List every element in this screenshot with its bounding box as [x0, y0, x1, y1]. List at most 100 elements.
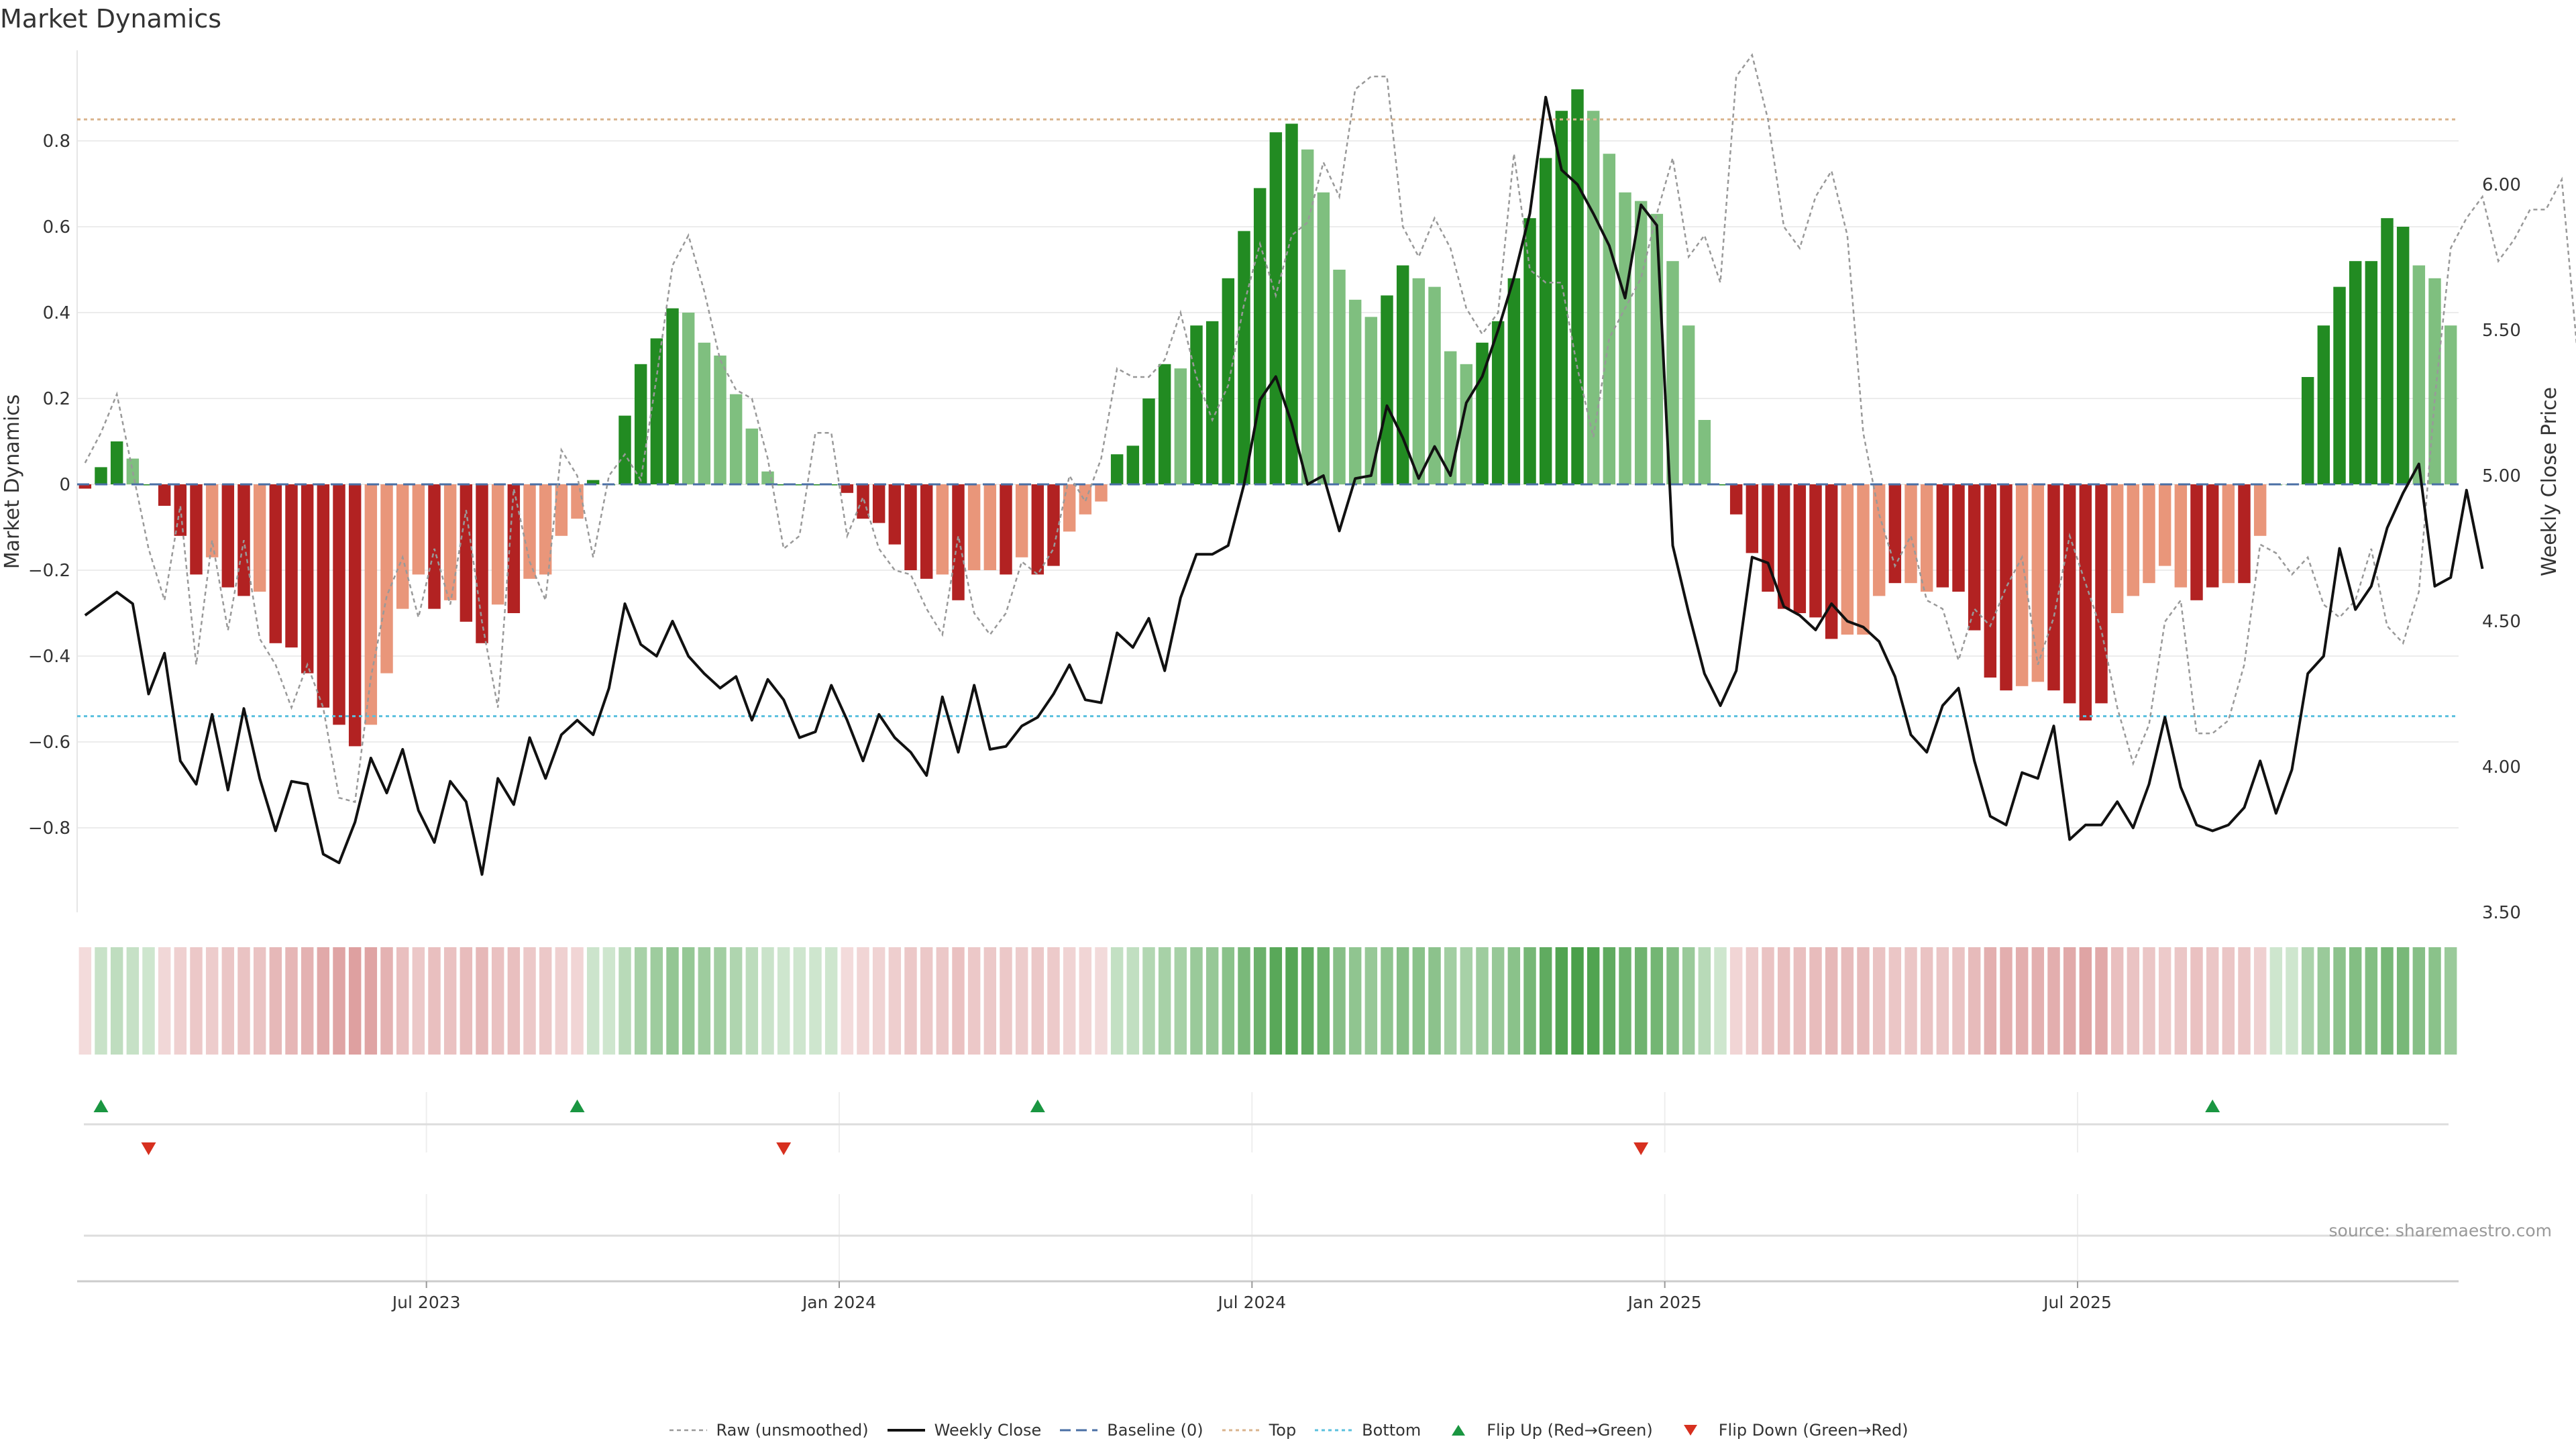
strength-cell [1729, 947, 1743, 1055]
strength-cell [555, 947, 568, 1055]
strength-cell [2349, 947, 2362, 1055]
strength-cell [2000, 947, 2012, 1055]
strength-cell [761, 947, 774, 1055]
dynamics-bar [1619, 192, 1631, 484]
dynamics-bar [205, 484, 219, 557]
dynamics-bar [761, 471, 774, 484]
dynamics-bar [1952, 484, 1965, 592]
strength-cell [1984, 947, 1997, 1055]
x-tick-label: Jul 2023 [391, 1293, 461, 1312]
strength-cell [1841, 947, 1854, 1055]
dynamics-bar [2110, 484, 2124, 613]
strength-cell [1238, 947, 1250, 1055]
dynamics-bar [714, 356, 727, 484]
strength-cell [317, 947, 330, 1055]
strength-cell [2015, 947, 2029, 1055]
strength-cell [1698, 947, 1711, 1055]
dynamics-bar [1872, 484, 1886, 596]
strength-cell [1571, 947, 1584, 1055]
dynamics-bar [682, 313, 695, 484]
dynamics-bar [1793, 484, 1807, 613]
legend-item: Bottom [1313, 1421, 1421, 1440]
strength-cell [602, 947, 616, 1055]
dynamics-bar [507, 484, 521, 613]
dynamics-bar [888, 484, 902, 545]
dynamics-bar [2317, 325, 2330, 484]
strength-cell [1031, 947, 1044, 1055]
strength-cell [237, 947, 250, 1055]
strength-cell [983, 947, 997, 1055]
dynamics-bar [2031, 484, 2045, 682]
strength-cell [78, 947, 92, 1055]
strength-cell [1476, 947, 1489, 1055]
dynamics-bar [1364, 317, 1378, 484]
dynamics-bar [2412, 265, 2426, 484]
strength-cell [2381, 947, 2394, 1055]
y2-axis-label: Weekly Close Price [2538, 387, 2561, 576]
dynamics-bar [428, 484, 441, 609]
strength-cell [745, 947, 759, 1055]
strength-cell [396, 947, 409, 1055]
dynamics-bar [1746, 484, 1759, 553]
strength-cell [1714, 947, 1727, 1055]
dynamics-bar [190, 484, 203, 575]
y-tick-label: −0.2 [28, 561, 70, 581]
strength-cell [1634, 947, 1648, 1055]
strength-cell [158, 947, 171, 1055]
dynamics-bar [2047, 484, 2060, 691]
dynamics-bar [555, 484, 568, 536]
dynamics-bar [333, 484, 345, 725]
dynamics-bar [1428, 286, 1441, 484]
strength-cell [1460, 947, 1473, 1055]
strength-cell [1412, 947, 1426, 1055]
dynamics-bar [1253, 188, 1267, 484]
x-tick-label: Jul 2025 [2042, 1293, 2112, 1312]
dynamics-bar [1142, 398, 1155, 484]
dynamics-bar [1317, 192, 1330, 484]
dynamics-bar [1222, 278, 1235, 484]
dynamics-bar [348, 484, 362, 747]
strength-cell [1491, 947, 1505, 1055]
dynamics-bar [1381, 295, 1393, 484]
strength-cell [1555, 947, 1568, 1055]
dynamics-bar [2127, 484, 2140, 596]
strength-cell [1507, 947, 1521, 1055]
dynamics-bar [809, 484, 822, 486]
strength-cell [1110, 947, 1124, 1055]
dynamics-bar [364, 484, 378, 725]
dynamics-bar [1047, 484, 1060, 566]
strength-cell [682, 947, 695, 1055]
strength-cell [2301, 947, 2314, 1055]
legend-item: Baseline (0) [1059, 1421, 1203, 1440]
strength-cell [1396, 947, 1409, 1055]
dynamics-bar [476, 484, 488, 643]
dynamics-bar [1158, 364, 1171, 484]
dynamics-bar [2206, 484, 2219, 588]
strength-cell [904, 947, 917, 1055]
dynamics-bar [2143, 484, 2155, 584]
dynamics-bar [2396, 227, 2410, 484]
dynamics-bar [1571, 89, 1584, 484]
strength-cell [110, 947, 123, 1055]
strength-cell [523, 947, 536, 1055]
dynamics-bar [1348, 299, 1362, 484]
legend-key [1315, 1429, 1353, 1432]
strength-cell [1872, 947, 1886, 1055]
strength-cell [1857, 947, 1870, 1055]
legend-label: Raw (unsmoothed) [716, 1421, 869, 1440]
dynamics-bar [1650, 213, 1664, 484]
strength-cell [571, 947, 584, 1055]
dynamics-bar [1031, 484, 1044, 575]
strength-cell [1142, 947, 1155, 1055]
dynamics-bar [1412, 278, 1426, 484]
strength-cell [2190, 947, 2203, 1055]
legend-key [1222, 1429, 1260, 1432]
dynamics-bar [126, 458, 140, 484]
dynamics-bar [2222, 484, 2235, 584]
strength-cell [1888, 947, 1902, 1055]
raw-series-line [84, 53, 2576, 804]
strength-cell [1762, 947, 1774, 1055]
strength-cell [1174, 947, 1187, 1055]
strength-cell [1253, 947, 1267, 1055]
y-tick-label: 0 [59, 475, 70, 495]
